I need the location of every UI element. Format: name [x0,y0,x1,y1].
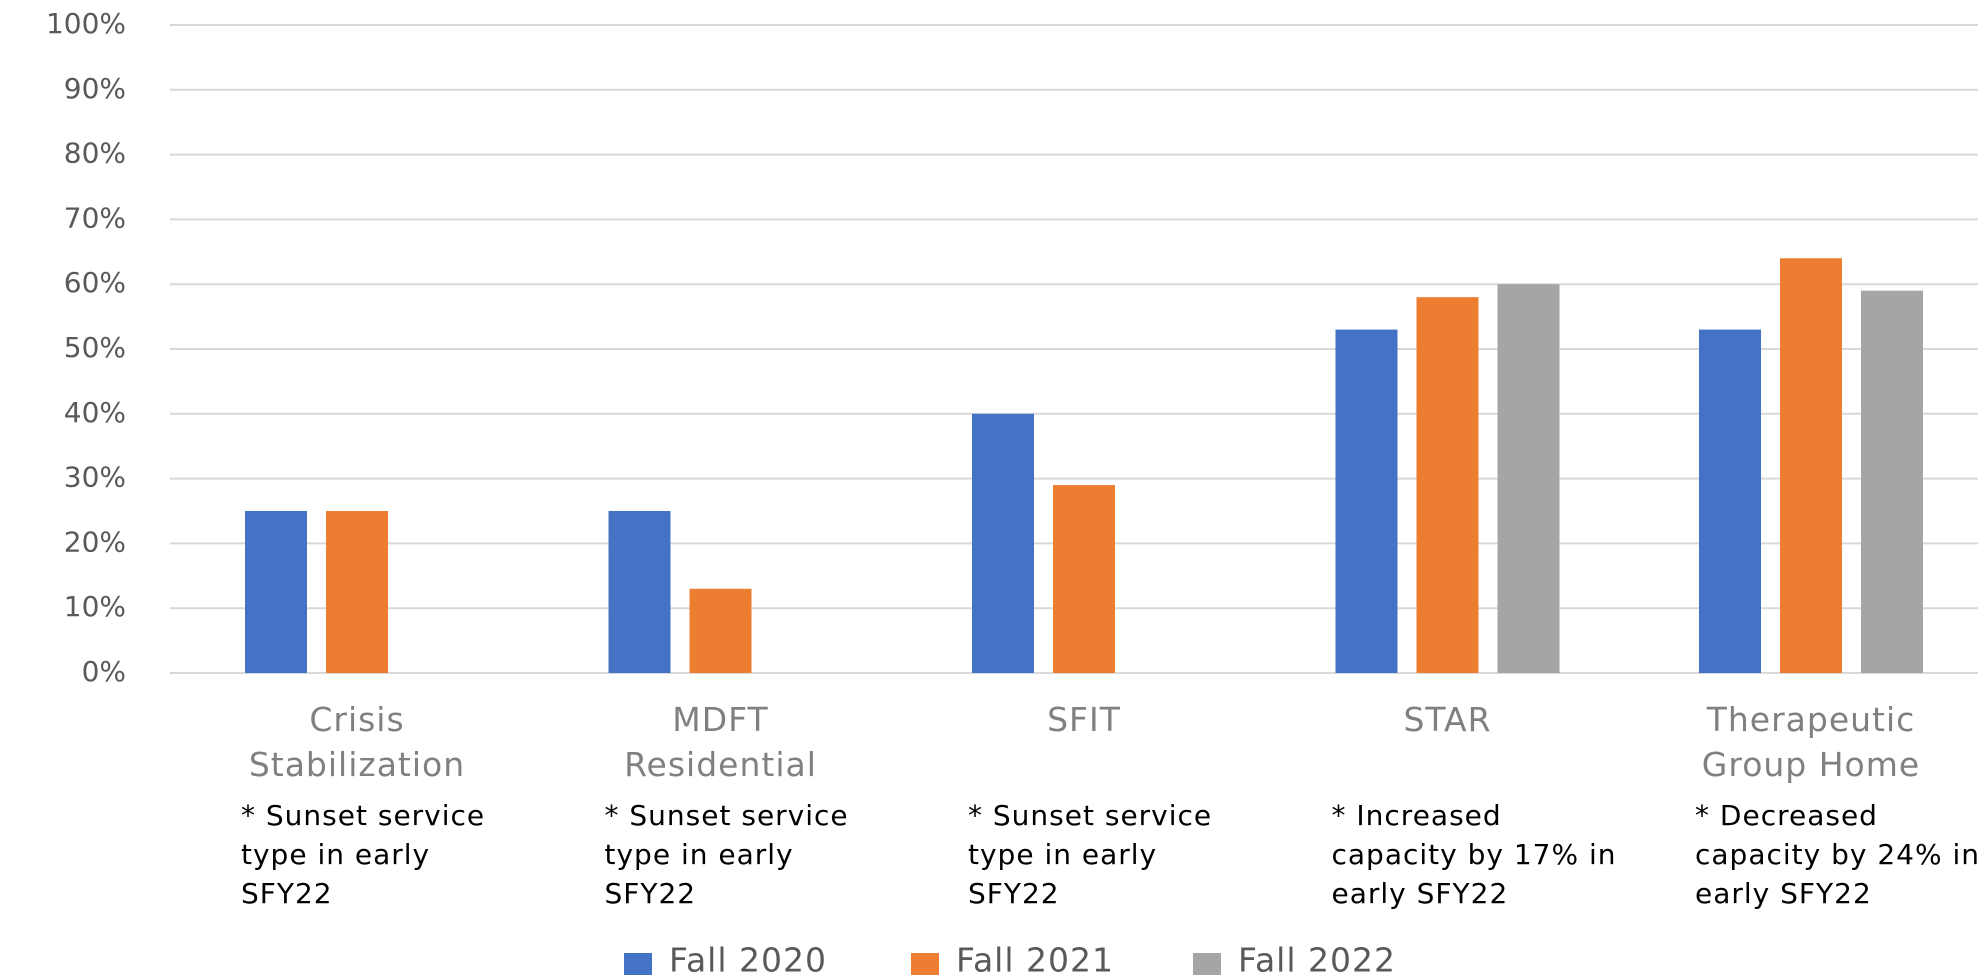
y-tick-label: 20% [64,525,126,558]
bar [1497,284,1560,673]
annotation: * Increased capacity by 17% in early SFY… [1331,799,1617,910]
legend-swatch [624,953,652,975]
bar [1335,329,1398,673]
legend-swatch [1193,953,1221,975]
x-tick-label: Crisis Stabilization [248,700,466,784]
y-tick-label: 100% [46,7,126,40]
x-tick-label: Therapeutic Group Home [1701,700,1921,784]
y-tick-label: 80% [64,137,126,170]
y-tick-label: 40% [64,396,126,429]
y-tick-label: 90% [64,72,126,105]
bar [972,413,1034,673]
bar [608,511,671,673]
bar [689,588,752,673]
bar [1416,297,1479,673]
y-tick-label: 70% [64,201,126,234]
legend-label: Fall 2021 [956,941,1114,979]
bar [1780,258,1842,673]
annotation: * Sunset service type in early SFY22 [241,799,486,910]
annotation: * Decreased capacity by 24% in early SFY… [1695,799,1978,910]
y-tick-label: 60% [64,266,126,299]
y-tick-label: 0% [82,655,126,688]
x-tick-label: SFIT [1047,700,1121,739]
legend-label: Fall 2020 [669,941,827,979]
bar [1861,290,1923,673]
y-tick-label: 50% [64,331,126,364]
annotation: * Sunset service type in early SFY22 [604,799,849,910]
annotation: * Sunset service type in early SFY22 [968,799,1213,910]
bar [245,511,307,673]
y-tick-label: 10% [64,590,126,623]
bar [326,511,388,673]
y-tick-label: 30% [64,461,126,494]
legend-swatch [911,953,939,975]
x-tick-label: MDFT Residential [624,700,817,784]
bar [1699,329,1761,673]
x-tick-label: STAR [1403,700,1492,739]
bar [1053,485,1115,673]
legend-label: Fall 2022 [1238,941,1396,979]
